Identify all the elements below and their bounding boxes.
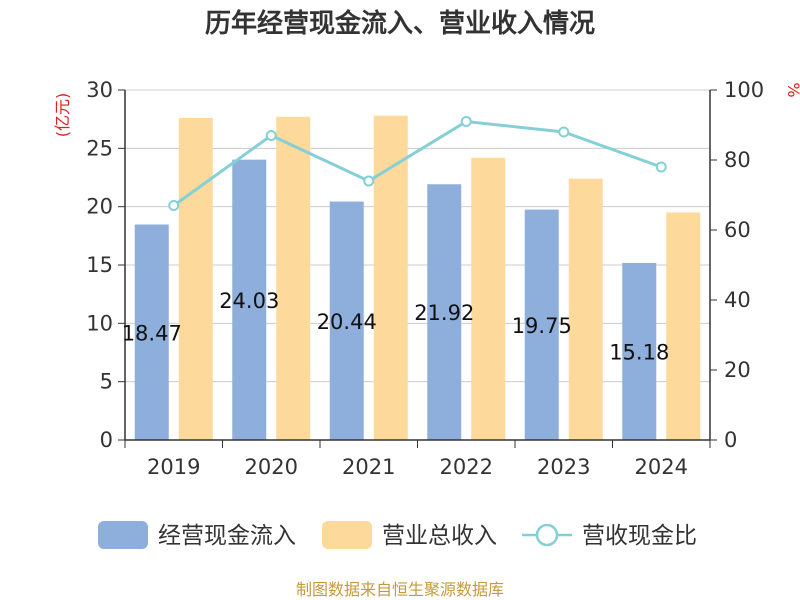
legend: 经营现金流入 营业总收入 营收现金比: [98, 521, 697, 549]
y-left-tick-label: 20: [86, 195, 113, 219]
bar-total-revenue: [373, 115, 408, 441]
bar-value-label: 15.18: [609, 340, 669, 364]
y-right-tick-label: 60: [724, 218, 751, 242]
x-tick-label: 2023: [537, 455, 590, 479]
y-left-unit: (亿元): [53, 93, 72, 138]
x-tick-label: 2019: [147, 455, 200, 479]
line-point: [168, 200, 180, 211]
line-cash-revenue-ratio: [172, 119, 662, 207]
y-left-tick-label: 25: [86, 136, 113, 160]
line-point: [363, 175, 375, 187]
legend-swatch-marker: [535, 523, 559, 547]
line-point: [558, 126, 570, 138]
bar-total-revenue: [666, 212, 701, 440]
bar-cash-inflow: [329, 201, 364, 440]
line-point: [655, 161, 667, 173]
y-right-tick-label: 40: [724, 288, 751, 312]
legend-label: 营收现金比: [582, 523, 697, 549]
bar-value-label: 18.47: [122, 321, 182, 345]
bar-cash-inflow: [232, 159, 267, 440]
bar-total-revenue: [568, 178, 603, 440]
bar-cash-inflow: [134, 224, 169, 440]
y-left-tick-label: 30: [86, 78, 113, 102]
bar-value-label: 20.44: [317, 310, 377, 334]
y-left-tick-label: 0: [100, 428, 113, 452]
bar-cash-inflow: [427, 184, 462, 440]
bar-value-label: 19.75: [512, 314, 572, 338]
y-right-tick-label: 80: [724, 148, 751, 172]
x-tick-label: 2022: [440, 455, 493, 479]
y-right-unit: %: [784, 82, 800, 97]
bar-value-label: 21.92: [414, 301, 474, 325]
axes: 0 5 10 15 20 25 30 0 20 40 60 80 100 2019 2020 2021 2022…: [86, 78, 764, 479]
bars: [134, 115, 701, 441]
bar-cash-inflow: [622, 262, 657, 440]
bar-total-revenue: [276, 116, 311, 440]
y-left-tick-label: 5: [100, 370, 113, 394]
source-note: 制图数据来自恒生聚源数据库: [296, 580, 504, 599]
bar-labels: 18.47 24.03 20.44 21.92 19.75 15.18: [122, 289, 670, 365]
legend-swatch: [98, 521, 148, 549]
y-right-tick-label: 0: [724, 428, 737, 452]
y-right-tick-label: 100: [724, 78, 764, 102]
x-tick-label: 2021: [342, 455, 395, 479]
legend-label: 经营现金流入: [158, 523, 296, 549]
y-right-tick-label: 20: [724, 358, 751, 382]
y-left-tick-label: 10: [86, 311, 113, 335]
grid: [125, 89, 710, 383]
line-series: [168, 116, 667, 211]
x-tick-label: 2024: [635, 455, 688, 479]
bar-total-revenue: [471, 157, 506, 440]
line-point: [460, 116, 472, 127]
legend-swatch: [322, 521, 372, 549]
bar-total-revenue: [178, 118, 213, 440]
x-tick-label: 2020: [245, 455, 298, 479]
chart-title: 历年经营现金流入、营业收入情况: [205, 8, 595, 39]
legend-label: 营业总收入: [382, 523, 497, 549]
line-point: [265, 130, 277, 141]
bar-cash-inflow: [524, 209, 559, 440]
bar-value-label: 24.03: [219, 289, 279, 313]
y-left-tick-label: 15: [86, 253, 113, 277]
